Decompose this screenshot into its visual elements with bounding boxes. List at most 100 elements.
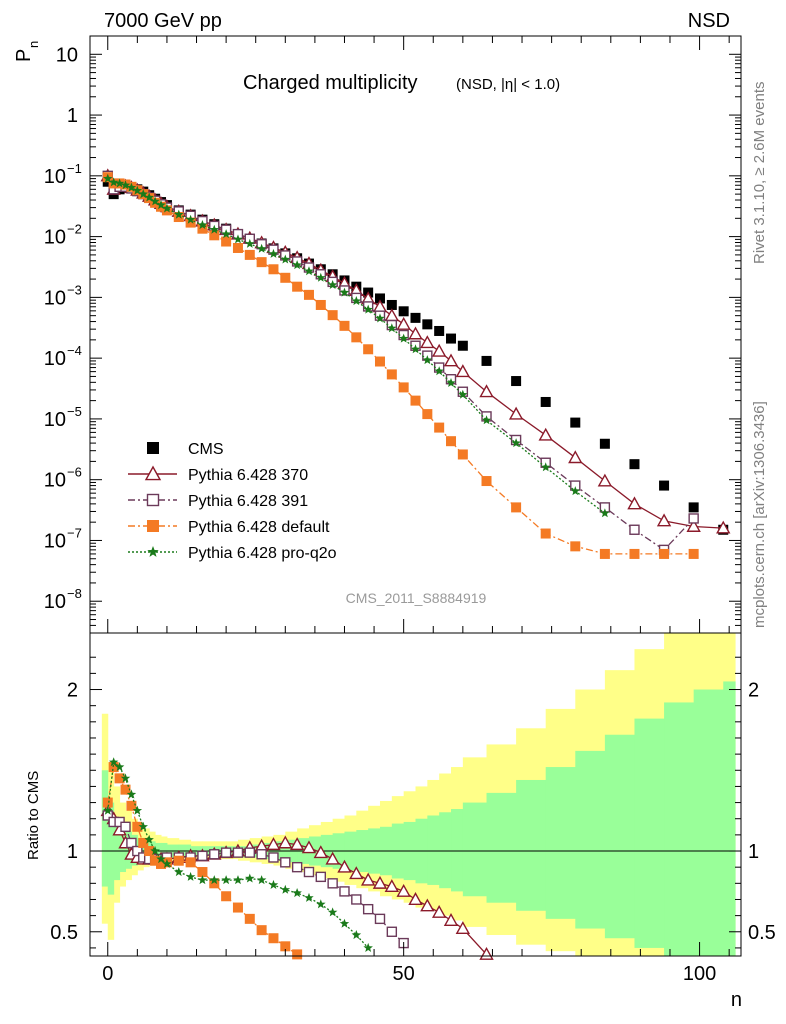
point-pq2o <box>339 287 350 297</box>
point-p370 <box>508 406 524 420</box>
point-cms <box>386 299 397 310</box>
point-pq2o <box>126 182 137 192</box>
main-ytick-exponent: −1 <box>67 161 82 176</box>
main-ytick-exponent: −3 <box>67 282 82 297</box>
ratio-point-pq2o <box>292 888 302 898</box>
point-pdefault <box>434 422 445 433</box>
point-cms <box>629 459 640 470</box>
point-pq2o <box>375 313 385 323</box>
point-cms <box>659 480 670 491</box>
point-pq2o <box>422 355 433 365</box>
point-cms <box>374 293 385 304</box>
uncertainty-band-green <box>664 702 695 956</box>
point-pdefault <box>446 436 457 447</box>
ratio-point-pq2o <box>245 873 255 883</box>
ratio-point-p391 <box>220 847 232 858</box>
ratio-point-p370 <box>301 840 317 854</box>
point-p370 <box>431 343 447 357</box>
ratio-point-p370 <box>372 875 388 889</box>
point-pdefault <box>327 310 338 321</box>
ratio-point-pdefault <box>138 837 149 848</box>
point-pdefault <box>599 548 610 559</box>
legend-marker-cms <box>147 442 159 454</box>
ratio-point-pdefault <box>114 773 125 784</box>
header-left-label: 7000 GeV pp <box>104 10 222 32</box>
ratio-ytick-label: 1 <box>67 841 78 863</box>
point-pdefault <box>315 299 326 310</box>
main-ytick-exponent: −6 <box>67 465 82 480</box>
ratio-point-pdefault <box>132 821 143 832</box>
ratio-point-p391 <box>339 886 350 897</box>
main-ylabel-sub-group: n <box>26 41 41 48</box>
ratio-ytick-label: 2 <box>67 680 78 702</box>
uncertainty-band-green <box>113 818 121 881</box>
ratio-ylabel-group: Ratio to CMS <box>25 771 42 860</box>
point-pq2o <box>511 438 521 448</box>
point-pq2o <box>233 234 243 244</box>
point-pq2o <box>174 209 184 219</box>
ratio-point-pdefault <box>256 925 267 936</box>
ratio-line-pq2o <box>107 760 369 949</box>
ratio-point-pdefault <box>144 846 155 857</box>
ratio-point-pdefault <box>244 913 255 924</box>
point-pdefault <box>256 257 267 268</box>
ratio-point-p391 <box>362 903 374 915</box>
uncertainty-band-green <box>107 802 115 895</box>
series-pq2o <box>103 173 610 518</box>
ratio-point-pdefault <box>102 797 113 808</box>
ratio-point-p370 <box>337 859 352 873</box>
ratio-point-pdefault <box>197 867 208 878</box>
point-pq2o <box>446 378 456 387</box>
legend-marker-pq2o <box>147 546 159 557</box>
uncertainty-band-green <box>516 779 547 911</box>
ratio-point-p391 <box>374 913 386 925</box>
ratio-point-pq2o <box>162 858 172 868</box>
point-pq2o <box>132 185 143 195</box>
ratio-point-p370 <box>408 892 423 905</box>
point-pq2o <box>209 224 219 234</box>
point-pq2o <box>410 344 421 354</box>
ratio-line-pdefault <box>107 764 298 955</box>
legend-marker-p391 <box>146 493 160 507</box>
point-pq2o <box>114 178 125 188</box>
point-p370 <box>656 513 672 527</box>
rivet-label: Rivet 3.1.10, ≥ 2.6M events <box>751 82 768 265</box>
ratio-point-pq2o <box>108 757 119 767</box>
point-p370 <box>396 316 411 330</box>
point-p370 <box>716 520 731 534</box>
ratio-point-pdefault <box>221 891 232 902</box>
ratio-point-p370 <box>431 904 447 918</box>
main-ytick-exponent: −5 <box>67 404 82 419</box>
point-cms <box>570 417 581 428</box>
ratio-point-p370 <box>289 837 305 851</box>
point-cms <box>511 376 522 387</box>
mcplots-label: mcplots.cern.ch [arXiv:1306.3436] <box>751 401 768 628</box>
point-pdefault <box>244 249 255 260</box>
ratio-point-pq2o <box>150 846 160 856</box>
point-pdefault <box>209 230 220 241</box>
ratio-point-p391 <box>197 850 208 862</box>
point-pq2o <box>108 177 119 187</box>
ratio-point-pq2o <box>138 821 148 831</box>
ratio-point-p391 <box>386 926 398 937</box>
ratio-point-p370 <box>455 921 471 935</box>
uncertainty-band-green <box>693 689 724 956</box>
point-pdefault <box>457 449 468 460</box>
main-ytick-exponent: −7 <box>67 525 82 540</box>
point-pdefault <box>303 289 314 300</box>
uncertainty-band-green <box>451 809 464 892</box>
ratio-point-pq2o <box>304 892 314 902</box>
point-pq2o <box>398 333 409 343</box>
ratio-point-pdefault <box>185 857 196 868</box>
header-right-label: NSD <box>688 10 730 32</box>
ratio-point-p391 <box>209 849 220 860</box>
main-ytick-label: 10 <box>44 166 66 188</box>
point-pq2o <box>144 192 154 202</box>
point-pdefault <box>386 369 397 380</box>
point-pdefault <box>292 281 303 292</box>
point-pdefault <box>688 548 699 559</box>
point-pq2o <box>316 272 326 282</box>
ratio-point-pq2o <box>221 875 231 885</box>
point-p370 <box>597 473 613 487</box>
